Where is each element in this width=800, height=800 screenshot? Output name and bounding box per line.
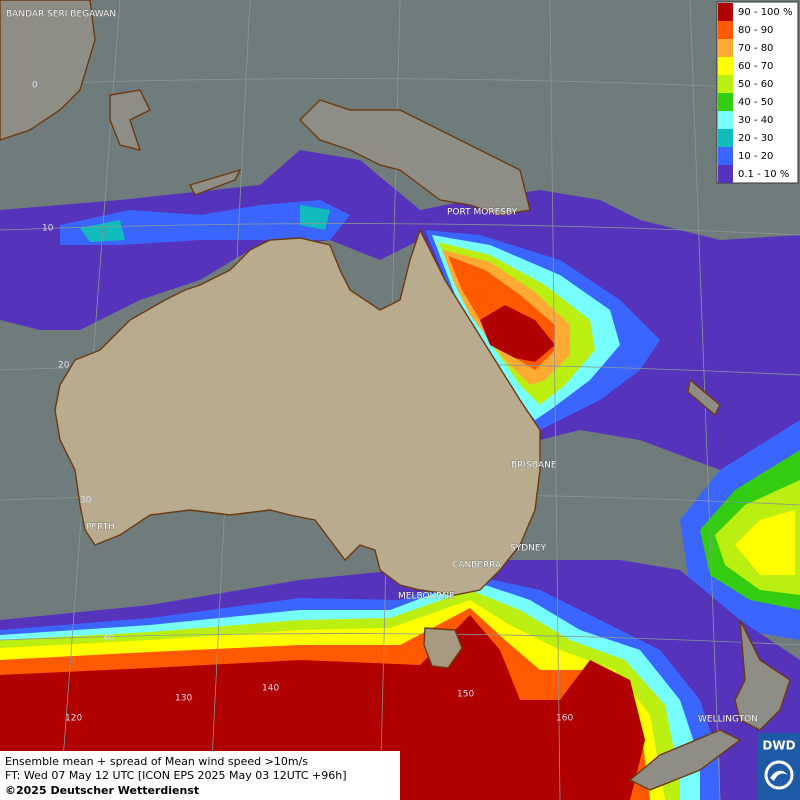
wind-area <box>80 205 330 242</box>
grid-label: 20 <box>58 361 70 371</box>
tasmania <box>423 627 463 669</box>
logo-icon <box>770 770 788 781</box>
city-label: MELBOURNE <box>398 592 455 602</box>
grid-label: 120 <box>65 714 82 724</box>
legend-label: 30 - 40 <box>738 115 773 126</box>
legend-label: 40 - 50 <box>738 97 773 108</box>
legend-label: 80 - 90 <box>738 25 773 36</box>
grid-label: 30 <box>80 496 92 506</box>
land <box>0 0 791 791</box>
legend-label: 10 - 20 <box>738 151 773 162</box>
legend-swatch <box>718 129 733 147</box>
wind-area <box>735 510 795 575</box>
wind-area <box>60 200 350 245</box>
nz-north <box>734 619 791 731</box>
legend-label: 0.1 - 10 % <box>738 169 789 180</box>
city-label: PERTH <box>86 523 115 533</box>
footer: Ensemble mean + spread of Mean wind spee… <box>0 751 400 800</box>
city-label: BRISBANE <box>511 461 557 471</box>
grid-label: 140 <box>262 684 279 694</box>
legend-swatch <box>718 3 733 21</box>
islands <box>189 168 721 417</box>
borneo <box>0 0 96 141</box>
logo-text: DWD <box>762 739 795 753</box>
grid-label: 40 <box>103 634 115 644</box>
legend-label: 60 - 70 <box>738 61 773 72</box>
grid-label: 150 <box>457 690 474 700</box>
footer-box <box>0 751 400 800</box>
legend-swatch <box>718 39 733 57</box>
nz-south <box>628 729 742 791</box>
city-label: WELLINGTON <box>698 715 758 725</box>
city-label: CANBERRA <box>452 561 502 571</box>
grid-label: 0 <box>32 81 38 91</box>
grid-label: 160 <box>556 714 573 724</box>
sulawesi <box>109 89 151 151</box>
legend-swatch <box>718 21 733 39</box>
logo-icon <box>764 760 794 790</box>
legend-label: 90 - 100 % <box>738 7 792 18</box>
legend-swatch <box>718 111 733 129</box>
legend-swatch <box>718 165 733 183</box>
legend-label: 50 - 60 <box>738 79 773 90</box>
new-guinea <box>299 99 531 216</box>
grid-label: 130 <box>175 694 192 704</box>
legend: 90 - 100 % 80 - 90 70 - 80 60 - 70 50 - 60 40… <box>716 1 799 184</box>
legend-label: 70 - 80 <box>738 43 773 54</box>
legend-swatch <box>718 75 733 93</box>
footer-text: FT: Wed 07 May 12 UTC [ICON EPS 2025 May… <box>5 769 347 782</box>
legend-label: 20 - 30 <box>738 133 773 144</box>
footer-text: ©2025 Deutscher Wetterdienst <box>5 784 199 797</box>
wind-area <box>480 305 555 362</box>
legend-swatch <box>718 93 733 111</box>
city-label: PORT MORESBY <box>447 208 518 218</box>
legend-swatch <box>718 57 733 75</box>
australia <box>54 228 541 596</box>
city-label: SYDNEY <box>510 544 547 554</box>
logo: DWD <box>758 733 800 800</box>
grid-label: 10 <box>42 224 54 234</box>
city-label: BANDAR SERI BEGAWAN <box>6 10 116 20</box>
legend-swatch <box>718 147 733 165</box>
footer-text: Ensemble mean + spread of Mean wind spee… <box>5 755 308 768</box>
